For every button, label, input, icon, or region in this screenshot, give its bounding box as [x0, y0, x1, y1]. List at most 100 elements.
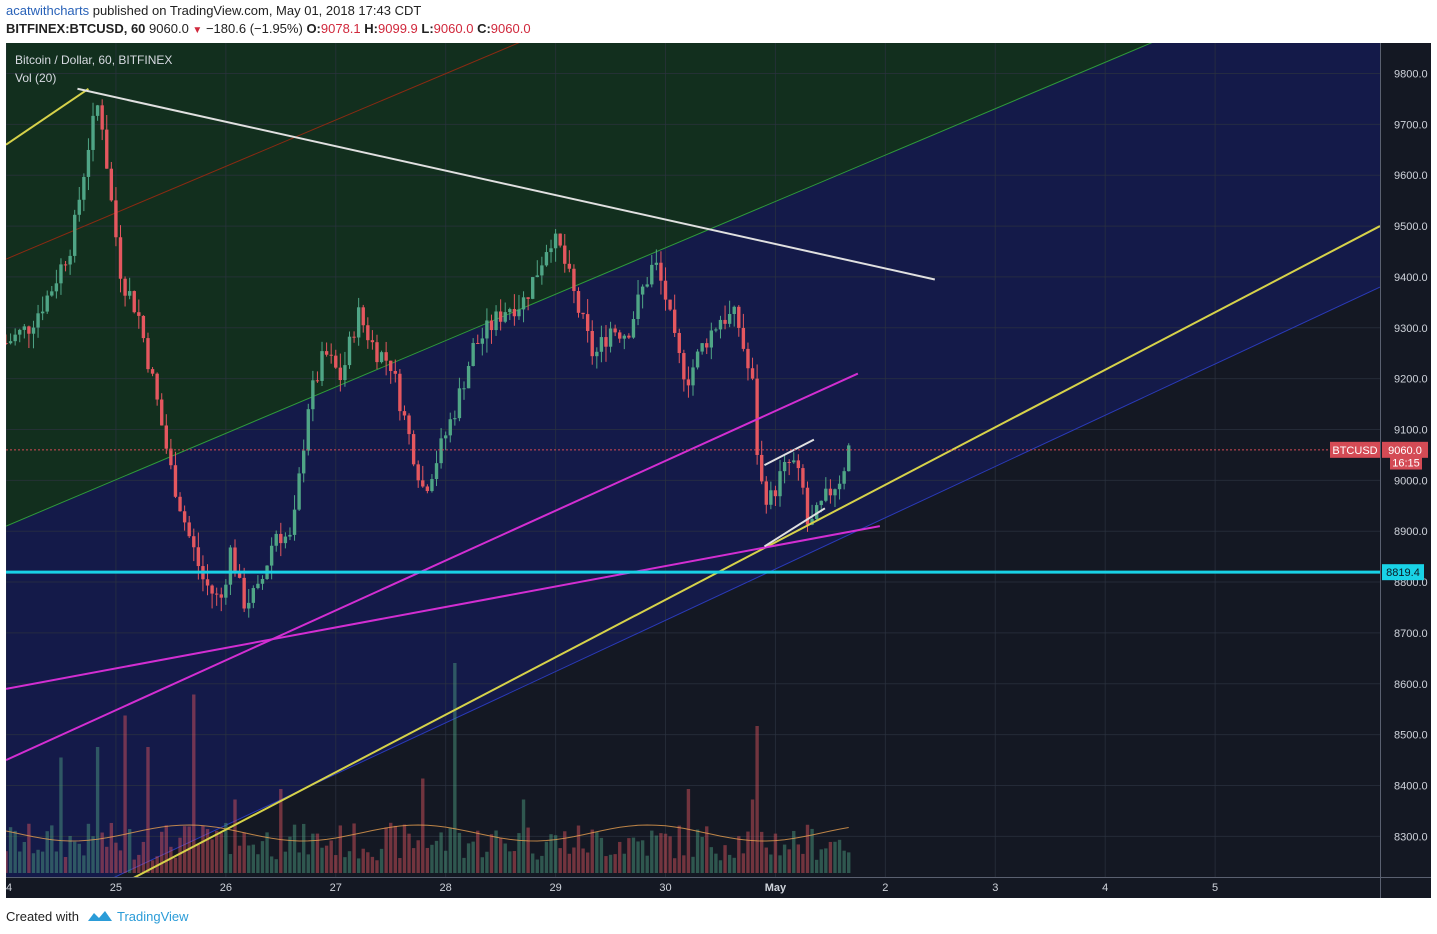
candle-body	[274, 533, 278, 546]
author-link[interactable]: acatwithcharts	[6, 3, 90, 18]
candle-body	[247, 602, 251, 609]
candle-body	[443, 435, 448, 439]
candle-body	[755, 378, 759, 455]
volume-bar	[695, 829, 700, 873]
volume-bar	[489, 834, 494, 873]
volume-bar	[343, 857, 347, 873]
candle-body	[182, 511, 187, 523]
volume-bar	[169, 846, 173, 873]
volume-bar	[819, 849, 823, 873]
volume-bar	[379, 848, 384, 873]
candle-body	[521, 297, 526, 310]
candle-body	[86, 149, 91, 177]
candle-body	[214, 593, 219, 595]
volume-bar	[718, 860, 723, 873]
open-value: 9078.1	[320, 21, 361, 36]
candle-body	[334, 355, 338, 368]
price-tick-label: 8600.0	[1394, 679, 1428, 691]
candle-body	[347, 336, 352, 366]
candle-body	[54, 283, 59, 292]
candle-body	[95, 105, 100, 116]
price-chart[interactable]: Bitcoin / Dollar, 60, BITFINEX Vol (20) …	[6, 43, 1431, 898]
volume-bar	[737, 836, 741, 873]
volume-bar	[654, 835, 659, 873]
time-axis[interactable]: 24 25 26 27 28 29 30 May 2 3 4 5	[6, 882, 1218, 894]
candle-body	[430, 479, 434, 492]
candle-body	[311, 380, 315, 410]
countdown-tag-bg	[1390, 455, 1422, 470]
volume-bar	[608, 854, 613, 873]
price-tick-label: 8900.0	[1394, 526, 1428, 538]
volume-bar	[164, 825, 168, 873]
candle-body	[760, 454, 764, 482]
candle-body	[389, 360, 393, 371]
volume-bar	[265, 832, 269, 873]
volume-bar	[691, 856, 695, 873]
volume-bar	[6, 851, 8, 873]
time-tick-label: 5	[1212, 882, 1218, 894]
volume-bar	[334, 855, 338, 873]
candle-body	[302, 450, 306, 474]
volume-bar	[782, 844, 787, 873]
volume-bar	[260, 841, 265, 873]
volume-bar	[283, 851, 288, 873]
volume-bar	[320, 847, 324, 873]
volume-bar	[18, 851, 22, 873]
support-tag-bg	[1382, 564, 1424, 581]
candle-body	[787, 462, 791, 464]
volume-bar	[508, 851, 512, 873]
candle-body	[141, 315, 146, 339]
volume-bar	[384, 827, 388, 873]
candle-body	[604, 337, 608, 347]
volume-bar	[741, 853, 746, 873]
volume-bar	[682, 855, 686, 873]
volume-bar	[837, 839, 842, 873]
volume-bar	[402, 824, 407, 873]
candle-body	[782, 462, 787, 472]
price-axis[interactable]: 8300.08400.08500.08600.08700.08800.08900…	[1394, 69, 1428, 844]
candle-body	[462, 388, 466, 390]
volume-bar	[132, 859, 136, 873]
drawings[interactable]	[6, 87, 1380, 887]
volume-bar	[425, 847, 430, 873]
candle-body	[91, 115, 95, 150]
low-label: L:	[421, 21, 434, 36]
tradingview-link[interactable]: TradingView	[116, 908, 189, 924]
candle-body	[778, 471, 782, 497]
candle-body	[45, 295, 49, 312]
created-with-text: Created with	[6, 908, 79, 924]
candle-body	[847, 445, 851, 472]
candle-body	[411, 434, 416, 465]
candle-body	[338, 367, 343, 381]
candle-body	[471, 342, 475, 367]
open-label: O:	[306, 21, 321, 36]
plot-area[interactable]	[6, 43, 1380, 898]
volume-bar	[251, 844, 256, 873]
volume-bar	[201, 825, 205, 873]
time-tick-label: 4	[1102, 882, 1108, 894]
volume-bar	[512, 851, 517, 873]
candle-body	[709, 330, 714, 348]
candle-body	[526, 297, 530, 299]
volume-bar	[636, 841, 640, 873]
volume-bar	[292, 824, 297, 873]
candle-body	[68, 255, 72, 265]
trendline-1	[133, 225, 1380, 877]
candle-body	[576, 291, 581, 313]
candle-body	[192, 536, 196, 548]
candle-body	[50, 291, 54, 296]
candle-body	[370, 340, 375, 343]
candle-body	[352, 336, 356, 338]
volume-bar	[77, 843, 81, 873]
volume-bar	[553, 835, 558, 873]
candle-body	[828, 488, 833, 496]
symbol-label: BITFINEX:BTCUSD, 60	[6, 21, 146, 36]
candle-body	[379, 352, 384, 363]
volume-bar	[416, 840, 420, 873]
volume-bar	[503, 843, 507, 873]
candle-body	[279, 533, 283, 544]
candle-body	[407, 415, 411, 435]
volume-bar	[723, 845, 727, 873]
volume-bar	[672, 858, 677, 873]
volume-bar	[727, 854, 732, 873]
